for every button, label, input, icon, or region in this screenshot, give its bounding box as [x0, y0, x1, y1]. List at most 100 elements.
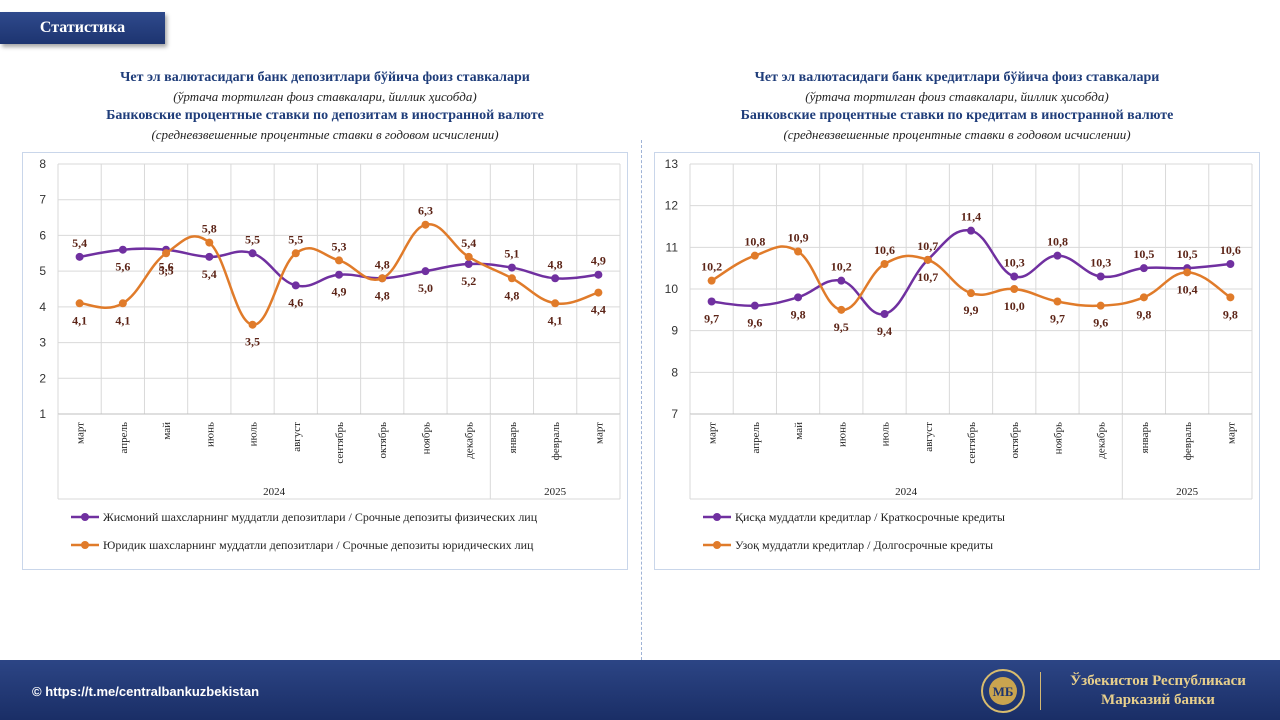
- data-point: [837, 276, 846, 285]
- data-label: 5,1: [504, 247, 519, 261]
- x-tick-label: октябрь: [377, 422, 389, 459]
- data-point: [837, 305, 846, 314]
- series-line: [79, 247, 599, 288]
- data-point: [551, 274, 560, 283]
- data-label: 10,4: [1177, 282, 1198, 296]
- data-point: [750, 301, 759, 310]
- data-label: 10,5: [1177, 247, 1198, 261]
- right-ru-subtitle: (средневзвешенные процентные ставки в го…: [783, 127, 1131, 142]
- x-tick-label: апрель: [750, 422, 762, 454]
- data-label: 10,7: [917, 239, 938, 253]
- right-uz-title: Чет эл валютасидаги банк кредитлари бўйи…: [754, 70, 1160, 85]
- legend-label: Жисмоний шахсларнинг муддатли депозитлар…: [103, 510, 538, 524]
- x-tick-label: февраль: [1182, 422, 1194, 460]
- year-group-label: 2025: [1176, 486, 1199, 498]
- data-label: 4,6: [288, 295, 303, 309]
- data-label: 4,8: [504, 288, 519, 302]
- panel-divider: [641, 140, 642, 660]
- x-tick-label: сентябрь: [334, 422, 346, 464]
- data-label: 10,9: [788, 231, 809, 245]
- data-label: 9,8: [1223, 307, 1238, 321]
- data-label: 10,8: [744, 235, 765, 249]
- data-point: [967, 289, 975, 298]
- data-point: [1226, 260, 1235, 268]
- legend-label: Юридик шахсларнинг муддатли депозитлари …: [103, 538, 534, 552]
- data-label: 11,4: [961, 210, 981, 224]
- data-label: 9,4: [877, 324, 892, 338]
- data-point: [118, 299, 127, 308]
- x-tick-label: март: [593, 422, 605, 444]
- data-point: [794, 293, 803, 302]
- data-label: 4,8: [375, 288, 390, 302]
- data-point: [880, 310, 889, 318]
- data-point: [1010, 285, 1019, 293]
- x-tick-label: июль: [880, 422, 892, 446]
- data-label: 5,6: [159, 260, 174, 274]
- data-point: [707, 276, 716, 285]
- data-label: 5,0: [418, 281, 433, 295]
- deposit-rates-svg: 1 2 3 4 5 6 7 8 2024 2025 март апрель май июнь июль авг…: [39, 157, 621, 552]
- data-label: 5,4: [202, 267, 217, 281]
- x-tick-label: февраль: [550, 422, 562, 460]
- x-tick-label: март: [1225, 422, 1237, 444]
- data-label: 5,4: [461, 236, 476, 250]
- bank-name-line2: Марказий банки: [1101, 692, 1215, 708]
- footer-separator: [1040, 672, 1041, 710]
- y-tick-label: 7: [671, 407, 678, 421]
- left-ru-subtitle: (средневзвешенные процентные ставки в го…: [151, 127, 499, 142]
- section-tab: Статистика: [0, 12, 165, 44]
- x-tick-label: март: [75, 422, 87, 444]
- y-tick-label: 12: [665, 199, 679, 213]
- data-label: 9,6: [1093, 316, 1108, 330]
- year-group-label: 2024: [895, 486, 918, 498]
- svg-text:МБ: МБ: [993, 684, 1014, 699]
- x-tick-label: октябрь: [1009, 422, 1021, 459]
- y-tick-label: 10: [665, 282, 679, 296]
- left-uz-subtitle: (ўртача тортилган фоиз ставкалари, йилли…: [173, 89, 477, 104]
- y-tick-label: 1: [39, 407, 46, 421]
- legend-label: Қисқа муддатли кредитлар / Краткосрочные…: [735, 510, 1005, 524]
- data-label: 10,7: [917, 270, 938, 284]
- deposit-rates-chart: 1 2 3 4 5 6 7 8 2024 2025 март апрель май июнь июль авг…: [22, 152, 628, 570]
- data-label: 9,8: [1136, 307, 1151, 321]
- left-ru-title: Банковские процентные ставки по депозита…: [106, 108, 544, 123]
- x-tick-label: август: [923, 422, 935, 452]
- data-label: 10,6: [1220, 243, 1241, 257]
- right-uz-subtitle: (ўртача тортилган фоиз ставкалари, йилли…: [805, 89, 1109, 104]
- data-label: 9,8: [791, 307, 806, 321]
- footer-bar: [0, 660, 1280, 720]
- x-tick-label: март: [707, 422, 719, 444]
- telegram-link[interactable]: © https://t.me/centralbankuzbekistan: [32, 684, 260, 699]
- data-label: 10,3: [1090, 256, 1111, 270]
- data-label: 10,3: [1004, 256, 1025, 270]
- x-tick-label: июль: [248, 422, 260, 446]
- data-point: [594, 270, 603, 279]
- data-point: [794, 247, 803, 256]
- data-point: [967, 226, 975, 235]
- legend-swatch-marker: [713, 513, 721, 521]
- data-label: 9,5: [834, 320, 849, 334]
- data-point: [1010, 272, 1019, 281]
- data-label: 5,2: [461, 274, 476, 288]
- y-tick-label: 5: [39, 264, 46, 278]
- x-tick-label: январь: [507, 422, 519, 453]
- data-point: [75, 299, 84, 308]
- gridlines: [689, 163, 1253, 415]
- year-group-label: 2025: [544, 486, 567, 498]
- right-chart-titles: Чет эл валютасидаги банк кредитлари бўйи…: [652, 68, 1262, 144]
- data-label: 9,7: [1050, 312, 1065, 326]
- data-point: [421, 267, 430, 276]
- data-label: 9,6: [747, 316, 762, 330]
- data-label: 10,6: [874, 243, 895, 257]
- data-point: [378, 274, 387, 283]
- data-label: 5,3: [332, 239, 347, 253]
- legend-swatch-marker: [713, 541, 721, 549]
- data-label: 5,4: [72, 236, 87, 250]
- data-label: 10,8: [1047, 235, 1068, 249]
- left-chart-titles: Чет эл валютасидаги банк депозитлари бўй…: [20, 68, 630, 144]
- y-tick-label: 2: [39, 371, 46, 385]
- data-point: [507, 274, 516, 283]
- data-label: 5,5: [245, 232, 260, 246]
- data-point: [1183, 268, 1192, 277]
- bank-name-line1: Ўзбекистон Республикаси: [1070, 673, 1246, 689]
